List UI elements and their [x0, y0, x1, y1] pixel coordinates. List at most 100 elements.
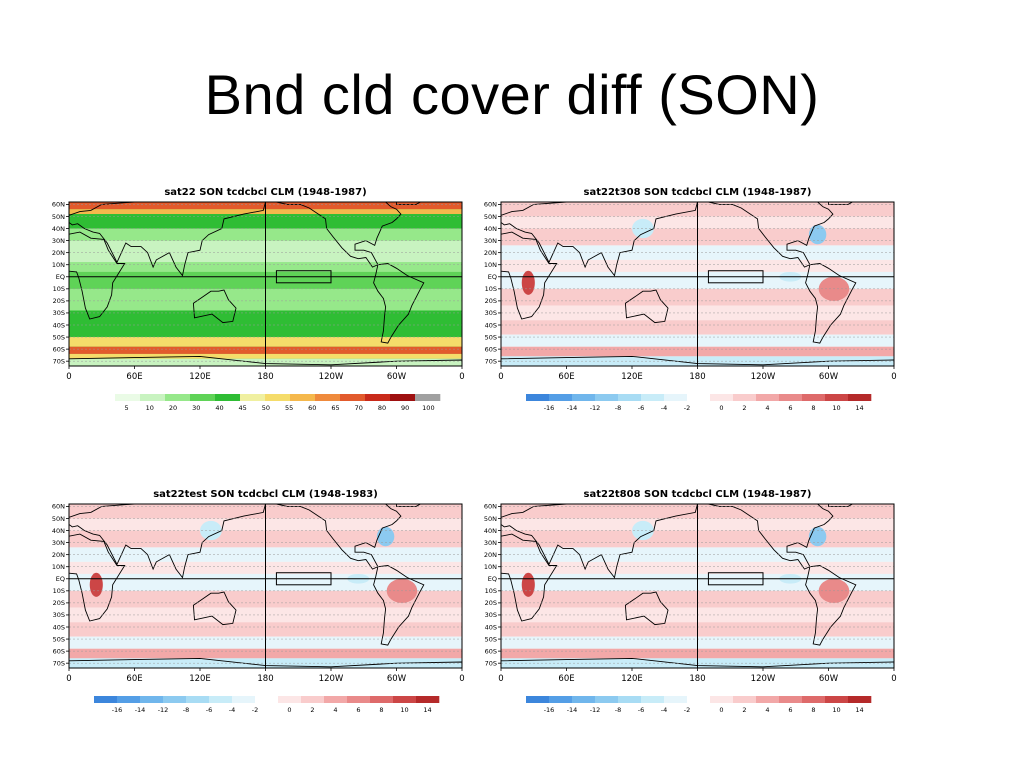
lon-tick-label: 180 [689, 674, 705, 684]
colorbar-label: 30 [192, 404, 200, 412]
lat-tick-label: 20S [485, 599, 497, 607]
colorbar-swatch [779, 394, 803, 401]
panel-title: sat22t808 SON tcdcbcl CLM (1948-1987) [584, 489, 812, 500]
colorbar-label: -6 [638, 706, 644, 714]
region-box [275, 270, 332, 284]
lat-tick-label: 30S [485, 611, 497, 619]
colorbar-swatch [641, 394, 665, 401]
lat-tick-label: 40N [52, 225, 65, 233]
colorbar-swatch [186, 696, 210, 703]
colorbar-label: 6 [356, 706, 360, 714]
lon-tick-label: 0 [459, 372, 464, 382]
lat-tick-label: 10S [485, 285, 497, 293]
colorbar-label: -16 [544, 706, 555, 714]
colorbar: -16 -14 -12 -8 -6 -4 -2 0 2 4 6 8 10 14 [526, 394, 872, 412]
lat-tick-label: 70S [53, 357, 65, 365]
map-panel-1: sat22 SON tcdcbcl CLM (1948-1987) 60N 50N 4… [40, 182, 480, 427]
colorbar-swatch [595, 394, 619, 401]
lat-tick-label: 50N [484, 515, 497, 523]
slide-title: Bnd cld cover diff (SON) [204, 63, 820, 126]
colorbar-swatch [710, 394, 734, 401]
lat-tick-label: 20N [52, 249, 65, 257]
lat-tick-label: 40S [53, 623, 65, 631]
lon-tick-label: 60W [819, 372, 839, 382]
lat-tick-label: 50N [484, 213, 497, 221]
colorbar-label: 8 [811, 706, 815, 714]
colorbar-swatch [687, 696, 711, 703]
lat-tick-label: 60S [485, 345, 497, 353]
map-panel-3: sat22test SON tcdcbcl CLM (1948-1983) 60N… [40, 484, 480, 729]
lon-tick-label: 60E [558, 674, 574, 684]
colorbar-label: -2 [684, 706, 690, 714]
colorbar-label: 6 [788, 706, 792, 714]
lon-tick-label: 60W [819, 674, 839, 684]
lon-tick-label: 120W [751, 674, 776, 684]
colorbar-swatch [825, 696, 849, 703]
colorbar-label: 8 [811, 404, 815, 412]
lon-tick-label: 60W [387, 372, 407, 382]
lat-tick-label: 20N [52, 551, 65, 559]
map-field [501, 202, 894, 366]
colorbar-swatch [115, 394, 141, 401]
colorbar-label: -16 [112, 706, 123, 714]
colorbar-label: -2 [252, 706, 258, 714]
colorbar-swatch [733, 394, 757, 401]
colorbar-label: -12 [158, 706, 169, 714]
colorbar-label: 10 [146, 404, 154, 412]
lat-tick-label: 30S [53, 309, 65, 317]
colorbar-label: 45 [239, 404, 247, 412]
colorbar-label: 0 [287, 706, 291, 714]
lat-tick-label: 10S [53, 285, 65, 293]
lat-tick-label: 50S [485, 333, 497, 341]
colorbar-label: -12 [590, 706, 601, 714]
colorbar-label: -4 [229, 706, 235, 714]
colorbar-label: 10 [400, 706, 408, 714]
lon-tick-label: 60E [126, 372, 142, 382]
colorbar-label: 100 [422, 404, 434, 412]
colorbar-swatch [340, 394, 366, 401]
colorbar-swatch [240, 394, 266, 401]
colorbar-swatch [347, 696, 371, 703]
lon-tick-label: 0 [66, 674, 71, 684]
colorbar-swatch [664, 394, 688, 401]
lon-tick-label: 180 [257, 372, 273, 382]
colorbar-swatch [595, 696, 619, 703]
colorbar-label: 60 [308, 404, 316, 412]
colorbar: -16 -14 -12 -8 -6 -4 -2 0 2 4 6 8 10 14 [94, 696, 440, 714]
lat-tick-label: 60N [484, 201, 497, 209]
colorbar-label: -8 [615, 706, 621, 714]
colorbar-swatch [572, 394, 596, 401]
lat-tick-label: 50N [52, 515, 65, 523]
lat-tick-label: 30S [485, 309, 497, 317]
lat-tick-label: 60N [484, 503, 497, 511]
colorbar-label: 0 [719, 706, 723, 714]
colorbar-label: -14 [567, 706, 578, 714]
colorbar-swatch [301, 696, 325, 703]
colorbar-label: 65 [331, 404, 339, 412]
colorbar-swatch [802, 394, 826, 401]
colorbar-swatch [315, 394, 341, 401]
lat-tick-label: EQ [488, 273, 497, 281]
colorbar-swatch [802, 696, 826, 703]
lat-tick-label: EQ [488, 575, 497, 583]
colorbar-label: -14 [567, 404, 578, 412]
colorbar-swatch [416, 696, 440, 703]
lat-tick-label: 30N [484, 237, 497, 245]
lon-tick-label: 0 [66, 372, 71, 382]
region-box [707, 572, 764, 586]
colorbar-swatch [756, 394, 780, 401]
colorbar-swatch [163, 696, 187, 703]
lat-tick-label: 50N [52, 213, 65, 221]
colorbar-label: -12 [590, 404, 601, 412]
lat-tick-label: 30N [52, 237, 65, 245]
colorbar-label: 4 [765, 404, 769, 412]
colorbar-label: 50 [262, 404, 270, 412]
lat-tick-label: 70S [53, 659, 65, 667]
map-panel-2: sat22t308 SON tcdcbcl CLM (1948-1987) 60N… [472, 182, 912, 427]
colorbar-swatch [390, 394, 416, 401]
colorbar-swatch [572, 696, 596, 703]
colorbar-label: 6 [788, 404, 792, 412]
colorbar-swatch [290, 394, 316, 401]
colorbar: 5 10 20 30 40 45 50 55 60 65 70 80 90 100 [115, 394, 441, 412]
colorbar-swatch [265, 394, 291, 401]
